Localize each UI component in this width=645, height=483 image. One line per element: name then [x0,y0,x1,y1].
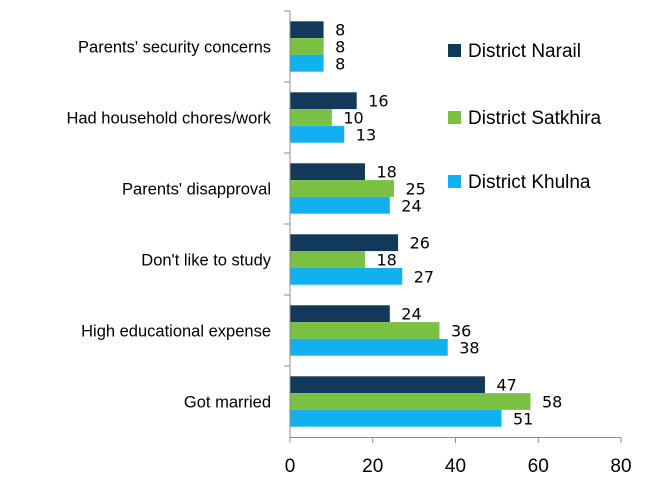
data-label: 27 [414,267,434,286]
bar-marks [290,21,531,427]
category-label: High educational expense [81,323,271,341]
x-tick-label: 60 [528,456,549,477]
chart-axes [284,10,622,443]
bar [290,409,502,427]
bar [290,163,365,181]
legend: District Narail District Satkhira District… [448,41,601,193]
legend-label: District Khulna [468,172,591,193]
data-label: 58 [542,393,562,412]
data-label: 8 [335,21,345,40]
bar [290,267,403,285]
data-label: 26 [410,234,430,253]
data-label: 47 [496,376,516,395]
category-labels: Parents' security concerns Had household … [66,39,271,412]
bar [290,21,324,39]
bar [290,376,485,394]
x-axis-tick-labels: 0 20 40 60 80 [285,456,632,477]
data-label: 51 [513,409,533,428]
legend-label: District Narail [468,41,581,62]
data-label: 24 [401,305,421,324]
legend-swatch [448,44,461,57]
category-label: Parents' security concerns [78,39,271,57]
data-label: 10 [343,109,363,128]
category-label: Don't like to study [141,252,271,270]
bar [290,251,365,268]
data-label: 18 [376,163,396,182]
bar [290,338,448,356]
data-label: 8 [335,38,345,57]
x-tick-label: 20 [362,456,383,477]
bar [290,305,390,323]
data-label: 13 [356,125,376,144]
bar [290,125,345,143]
bar [290,54,324,72]
bar [290,322,440,339]
legend-label: District Satkhira [468,108,601,129]
category-label: Got married [184,394,271,412]
bar [290,109,332,126]
bar [290,38,324,55]
bar [290,196,390,214]
legend-swatch [448,175,461,188]
data-label: 16 [368,92,388,111]
data-label: 8 [335,54,345,73]
data-label: 38 [459,338,479,357]
bar [290,393,531,410]
x-tick-label: 0 [285,456,296,477]
category-label: Had household chores/work [66,110,271,128]
bar [290,180,394,197]
x-tick-label: 80 [610,456,631,477]
data-label: 18 [376,251,396,270]
data-label: 24 [401,196,421,215]
data-label: 25 [405,180,425,199]
x-tick-label: 40 [445,456,466,477]
data-label: 36 [451,322,471,341]
category-label: Parents' disapproval [122,181,271,199]
bar [290,234,399,252]
legend-swatch [448,111,461,124]
bar [290,92,357,110]
